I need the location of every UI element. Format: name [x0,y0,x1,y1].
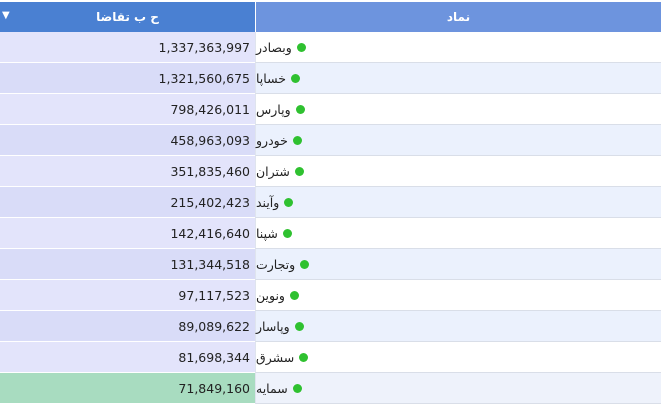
table-row[interactable]: 1,337,363,997 وبصادر [0,32,661,63]
table-row[interactable]: 1,321,560,675 خساپا [0,63,661,94]
column-header-symbol[interactable]: نماد [255,2,661,32]
symbol-name: سمایه [256,380,288,396]
bid-volume-cell: 81,698,344 [0,342,255,373]
symbol-name: شتران [256,163,290,179]
status-dot-icon [292,383,302,393]
bid-volume-cell: 798,426,011 [0,94,255,125]
symbol-cell[interactable]: وپارس [255,94,661,125]
symbol-cell[interactable]: سشرق [255,342,661,373]
table-row[interactable]: 798,426,011 وپارس [0,94,661,125]
symbol-cell[interactable]: وآیند [255,187,661,218]
sort-desc-icon[interactable]: ▼ [2,10,10,21]
symbol-cell[interactable]: شتران [255,156,661,187]
symbol-name: وآیند [256,194,280,210]
symbol-name: شپنا [256,225,278,241]
table-row-highlighted[interactable]: 71,849,160 سمایه [0,373,661,404]
column-header-bid-volume[interactable]: ▼ ح ب تقاضا [0,2,255,32]
column-header-symbol-label: نماد [446,10,471,24]
grid-body: 1,337,363,997 وبصادر 1,321,560,675 خساپا… [0,32,661,404]
status-dot-icon [292,135,302,145]
status-dot-icon [289,290,299,300]
table-row[interactable]: 131,344,518 وتجارت [0,249,661,280]
column-header-bid-volume-label: ح ب تقاضا [96,10,159,24]
symbol-cell[interactable]: شپنا [255,218,661,249]
symbol-name: خودرو [256,132,288,148]
table-row[interactable]: 81,698,344 سشرق [0,342,661,373]
bid-volume-cell: 71,849,160 [0,373,255,404]
symbol-name: وتجارت [256,256,296,272]
bid-volume-cell: 142,416,640 [0,218,255,249]
status-dot-icon [299,352,309,362]
bid-volume-cell: 131,344,518 [0,249,255,280]
table-row[interactable]: 142,416,640 شپنا [0,218,661,249]
symbol-name: خساپا [256,70,286,86]
bid-volume-cell: 1,321,560,675 [0,63,255,94]
status-dot-icon [296,42,306,52]
status-dot-icon [290,73,300,83]
symbol-name: وپارس [256,101,291,117]
symbol-name: سشرق [256,349,295,365]
status-dot-icon [295,104,305,114]
status-dot-icon [294,321,304,331]
symbol-cell[interactable]: سمایه [255,373,661,404]
status-dot-icon [284,197,294,207]
bid-volume-cell: 97,117,523 [0,280,255,311]
status-dot-icon [282,228,292,238]
table-row[interactable]: 215,402,423 وآیند [0,187,661,218]
bid-volume-cell: 215,402,423 [0,187,255,218]
symbol-cell[interactable]: خساپا [255,63,661,94]
symbol-name: وبصادر [256,39,292,55]
symbol-cell[interactable]: وپاسار [255,311,661,342]
status-dot-icon [300,259,310,269]
symbol-name: وپاسار [256,318,290,334]
table-row[interactable]: 458,963,093 خودرو [0,125,661,156]
symbol-cell[interactable]: خودرو [255,125,661,156]
grid-header: ▼ ح ب تقاضا نماد [0,2,661,32]
symbol-name: ونوین [256,287,285,303]
table-row[interactable]: 97,117,523 ونوین [0,280,661,311]
symbol-cell[interactable]: وبصادر [255,32,661,63]
symbol-cell[interactable]: وتجارت [255,249,661,280]
bid-volume-cell: 89,089,622 [0,311,255,342]
table-row[interactable]: 351,835,460 شتران [0,156,661,187]
table-row[interactable]: 89,089,622 وپاسار [0,311,661,342]
bid-volume-cell: 351,835,460 [0,156,255,187]
symbol-cell[interactable]: ونوین [255,280,661,311]
bid-volume-cell: 458,963,093 [0,125,255,156]
status-dot-icon [294,166,304,176]
bid-volume-cell: 1,337,363,997 [0,32,255,63]
